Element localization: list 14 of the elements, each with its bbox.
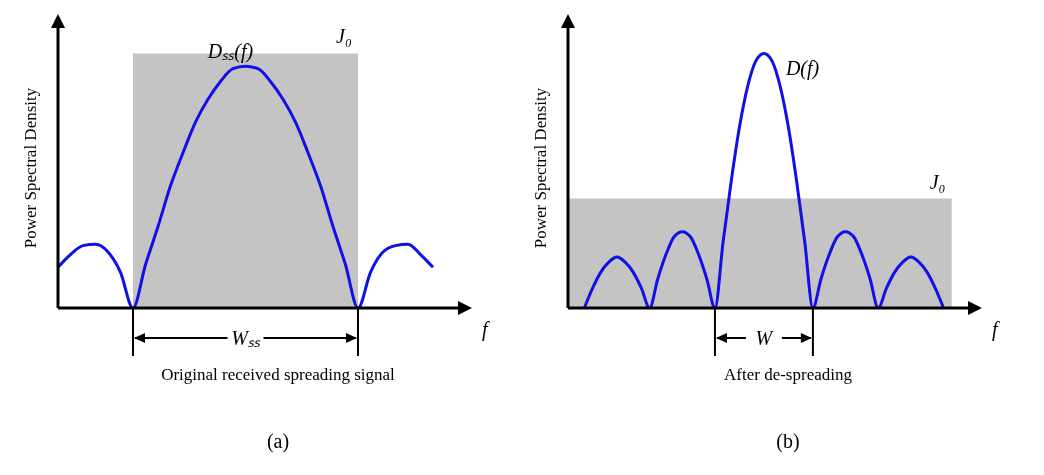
- text: Wₛₛ: [231, 327, 261, 349]
- text: Original received spreading signal: [161, 365, 396, 384]
- y-axis-title: Power Spectral Density: [21, 87, 41, 249]
- x-axis-title: f: [482, 318, 490, 341]
- text: (a): [266, 430, 290, 453]
- y-axis-title: Power Spectral Density: [531, 87, 551, 249]
- text: W: [755, 327, 775, 349]
- series-label: J₀: [336, 25, 352, 48]
- series-label: D(f): [784, 57, 820, 81]
- series-label: Dₛₛ(f): [206, 40, 254, 64]
- text: After de-spreading: [724, 365, 853, 384]
- x-axis-title: f: [992, 318, 1000, 341]
- series-label: J₀: [929, 170, 946, 193]
- text: (b): [776, 430, 800, 453]
